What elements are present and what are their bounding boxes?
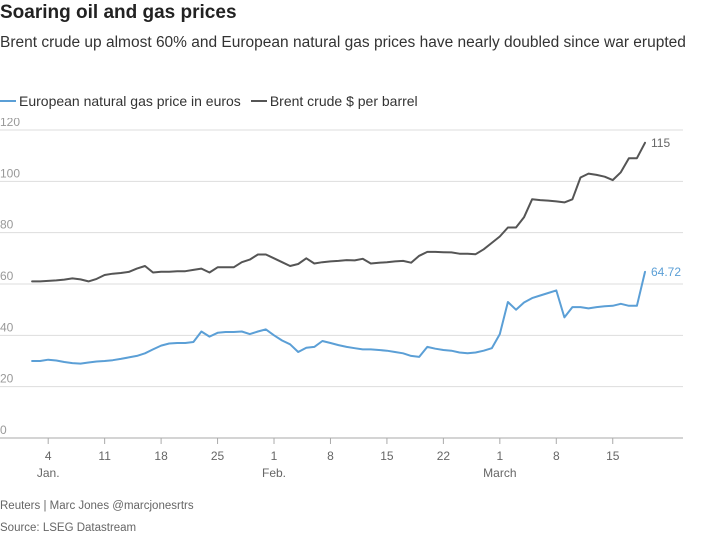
footer-source: Source: LSEG Datastream xyxy=(0,522,137,534)
x-month-label-0: Jan. xyxy=(37,466,60,480)
x-tick-label-1: 11 xyxy=(98,449,111,463)
x-tick-label-9: 8 xyxy=(553,449,560,463)
x-tick-label-0: 4 xyxy=(45,449,52,463)
y-tick-label-20: 20 xyxy=(0,372,14,386)
y-tick-label-80: 80 xyxy=(0,218,14,232)
x-tick-label-8: 1 xyxy=(496,449,503,463)
series-end-label-1: 115 xyxy=(651,136,670,150)
series-line-0 xyxy=(31,270,646,365)
x-tick-label-5: 8 xyxy=(327,449,334,463)
legend-item-gas: European natural gas price in euros xyxy=(0,93,241,109)
y-tick-label-0: 0 xyxy=(0,423,7,437)
y-tick-label-40: 40 xyxy=(0,320,14,334)
x-tick-label-3: 25 xyxy=(211,449,225,463)
y-tick-label-120: 120 xyxy=(0,118,20,129)
x-tick-label-10: 15 xyxy=(606,449,620,463)
legend-item-brent: Brent crude $ per barrel xyxy=(250,93,418,109)
x-tick-label-7: 22 xyxy=(437,449,451,463)
series-line-1 xyxy=(31,141,646,283)
legend-label-gas: European natural gas price in euros xyxy=(19,93,241,109)
chart-subtitle: Brent crude up almost 60% and European n… xyxy=(0,34,686,51)
x-tick-label-2: 18 xyxy=(154,449,168,463)
legend-swatch-gas xyxy=(0,100,16,102)
y-tick-label-100: 100 xyxy=(0,166,20,180)
y-tick-label-60: 60 xyxy=(0,269,14,283)
x-month-label-4: Feb. xyxy=(262,466,286,480)
chart-legend: European natural gas price in euros Bren… xyxy=(0,92,428,110)
chart-title: Soaring oil and gas prices xyxy=(0,2,237,23)
x-tick-label-4: 1 xyxy=(271,449,278,463)
x-month-label-8: March xyxy=(483,466,516,480)
legend-label-brent: Brent crude $ per barrel xyxy=(269,93,418,109)
x-tick-label-6: 15 xyxy=(380,449,394,463)
line-chart: 0 20 40 60 80 100 120 4 Jan. 11 18 25 1 Feb. 8 15 22 1 Mar… xyxy=(0,118,683,480)
legend-swatch-brent xyxy=(250,100,267,102)
footer-credit: Reuters | Marc Jones @marcjonesrtrs xyxy=(0,500,194,512)
series-end-label-0: 64.72 xyxy=(651,265,681,279)
